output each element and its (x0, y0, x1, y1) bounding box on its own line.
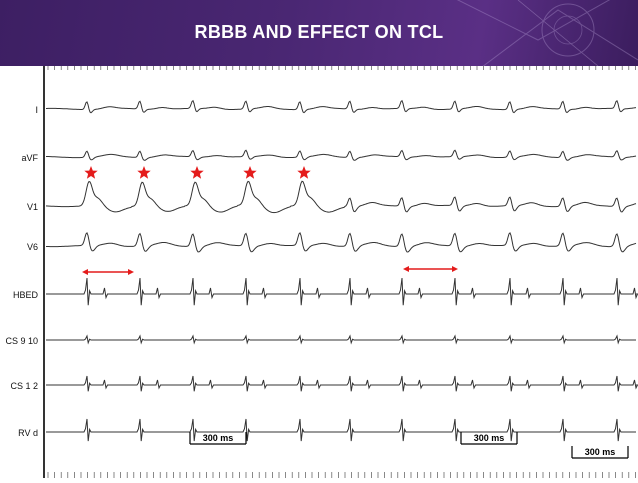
lead-trace (46, 232, 637, 253)
slide-title: RBBB AND EFFECT ON TCL (194, 22, 444, 42)
lead-trace (46, 99, 637, 114)
scale-bar-label: 300 ms (474, 433, 505, 443)
lead-label: CS 1 2 (10, 381, 38, 391)
red-star-icon (137, 166, 151, 179)
red-star-icon (297, 166, 311, 179)
scale-bar-label: 300 ms (203, 433, 234, 443)
lead-trace (46, 277, 638, 306)
red-star-icon (84, 166, 98, 179)
time-scale-bar: 300 ms (460, 432, 518, 445)
double-headed-arrow-icon (403, 266, 458, 272)
lead-trace (46, 375, 638, 392)
lead-label: HBED (13, 290, 39, 300)
time-scale-bar: 300 ms (571, 446, 629, 459)
time-scale-bar: 300 ms (189, 432, 247, 445)
lead-label: V1 (27, 202, 38, 212)
lead-trace (45, 180, 637, 214)
lead-label: RV d (18, 428, 38, 438)
double-headed-arrow-icon (82, 269, 134, 275)
lead-label: V6 (27, 242, 38, 252)
lead-label: aVF (21, 153, 38, 163)
lead-label: CS 9 10 (5, 336, 38, 346)
title-banner: RBBB AND EFFECT ON TCL (0, 0, 638, 66)
red-star-icon (190, 166, 204, 179)
lead-trace (46, 149, 637, 161)
lead-trace (46, 334, 636, 345)
red-star-icon (243, 166, 257, 179)
scale-bar-label: 300 ms (585, 447, 616, 457)
lead-label: I (35, 105, 38, 115)
lead-trace (46, 418, 636, 442)
banner-decoration (456, 0, 638, 66)
